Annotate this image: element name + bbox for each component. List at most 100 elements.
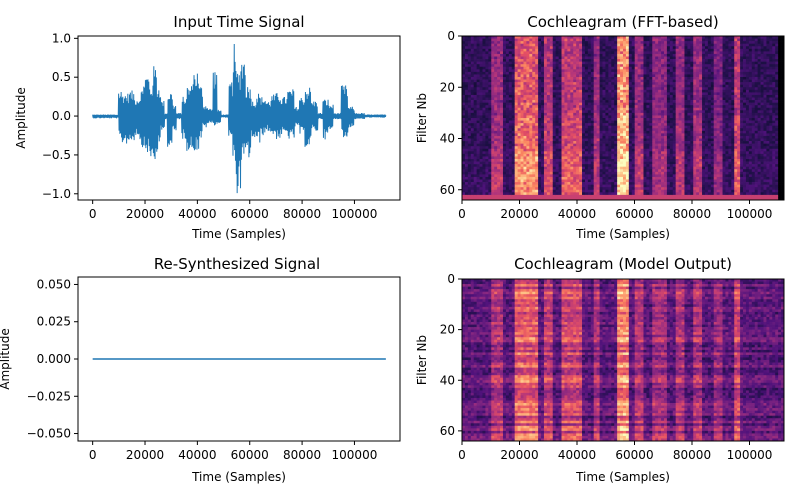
heatmap-cell — [602, 38, 606, 42]
heatmap-cell — [620, 133, 624, 137]
heatmap-cell — [494, 74, 498, 78]
heatmap-cell — [649, 130, 653, 134]
heatmap-cell — [485, 161, 489, 165]
heatmap-cell — [663, 48, 668, 52]
heatmap-cell — [491, 118, 495, 121]
heatmap-cell — [658, 110, 662, 114]
heatmap-cell — [628, 187, 633, 191]
heatmap-cell — [587, 174, 592, 178]
heatmap-cell — [658, 171, 662, 175]
heatmap-cell — [555, 115, 559, 119]
heatmap-cell — [514, 112, 518, 116]
heatmap-cell — [505, 51, 510, 55]
heatmap-cell — [625, 46, 630, 50]
heatmap-cell — [678, 161, 682, 165]
heatmap-cell — [473, 84, 477, 88]
heatmap-cell — [608, 48, 612, 52]
heatmap-cell — [663, 161, 668, 165]
heatmap-cell — [517, 87, 521, 91]
heatmap-cell — [529, 120, 533, 124]
heatmap-cell — [678, 184, 682, 188]
heatmap-cell — [476, 100, 480, 103]
heatmap-cell — [476, 192, 480, 196]
heatmap-cell — [643, 102, 647, 106]
heatmap-cell — [684, 71, 688, 75]
heatmap-cell — [684, 135, 688, 139]
heatmap-cell — [558, 159, 562, 162]
heatmap-cell — [658, 130, 662, 134]
heatmap-cell — [497, 135, 501, 139]
heatmap-cell — [687, 82, 691, 86]
heatmap-cell — [687, 66, 691, 70]
heatmap-cell — [541, 192, 545, 196]
heatmap-cell — [462, 74, 466, 78]
heatmap-cell — [649, 46, 653, 50]
heatmap-cell — [687, 61, 691, 65]
heatmap-cell — [663, 166, 668, 170]
heatmap-cell — [625, 79, 630, 83]
heatmap-cell — [602, 79, 606, 83]
heatmap-cell — [570, 151, 574, 155]
heatmap-cell — [508, 166, 513, 170]
heatmap-cell — [678, 38, 682, 42]
heatmap-cell — [672, 69, 677, 73]
heatmap-cell — [652, 125, 656, 129]
heatmap-cell — [462, 87, 466, 91]
heatmap-cell — [497, 174, 501, 178]
heatmap-cell — [505, 120, 510, 124]
heatmap-cell — [681, 169, 685, 173]
heatmap-cell — [491, 48, 495, 52]
heatmap-cell — [684, 174, 688, 178]
heatmap-cell — [526, 66, 530, 70]
heatmap-cell — [500, 184, 504, 188]
heatmap-cell — [561, 128, 565, 132]
heatmap-cell — [666, 128, 671, 132]
heatmap-cell — [532, 123, 536, 127]
heatmap-cell — [491, 164, 495, 168]
heatmap-cell — [491, 125, 495, 129]
heatmap-cell — [663, 69, 668, 73]
heatmap-cell — [514, 74, 518, 78]
heatmap-cell — [488, 94, 492, 98]
heatmap-cell — [491, 169, 495, 173]
heatmap-cell — [567, 184, 571, 188]
heatmap-cell — [564, 174, 568, 178]
heatmap-cell — [564, 187, 568, 191]
heatmap-cell — [640, 197, 644, 201]
heatmap-cell — [661, 192, 665, 196]
heatmap-cell — [652, 197, 656, 201]
heatmap-cell — [488, 41, 492, 45]
heatmap-cell — [637, 97, 641, 101]
heatmap-cell — [625, 153, 630, 157]
heatmap-cell — [541, 115, 545, 119]
heatmap-cell — [687, 36, 691, 39]
heatmap-cell — [549, 115, 554, 119]
heatmap-cell — [637, 41, 641, 45]
heatmap-cell — [482, 46, 486, 50]
heatmap-cell — [608, 66, 612, 70]
heatmap-cell — [614, 166, 618, 170]
heatmap-cell — [538, 176, 542, 180]
heatmap-cell — [687, 89, 691, 93]
heatmap-cell — [687, 53, 691, 57]
heatmap-cell — [611, 107, 615, 111]
heatmap-cell — [552, 141, 557, 144]
heatmap-cell — [596, 138, 600, 142]
heatmap-cell — [602, 69, 606, 73]
heatmap-cell — [532, 112, 536, 116]
heatmap-cell — [464, 164, 469, 168]
heatmap-cell — [675, 138, 679, 142]
heatmap-cell — [535, 115, 539, 119]
heatmap-cell — [661, 187, 665, 191]
heatmap-cell — [541, 164, 545, 168]
heatmap-cell — [508, 192, 513, 196]
heatmap-cell — [517, 135, 521, 139]
heatmap-cell — [491, 146, 495, 150]
heatmap-cell — [500, 120, 504, 124]
heatmap-cell — [541, 133, 545, 137]
heatmap-cell — [684, 102, 688, 106]
heatmap-cell — [640, 66, 644, 70]
heatmap-cell — [564, 69, 568, 73]
heatmap-cell — [546, 110, 551, 114]
heatmap-cell — [497, 148, 501, 152]
